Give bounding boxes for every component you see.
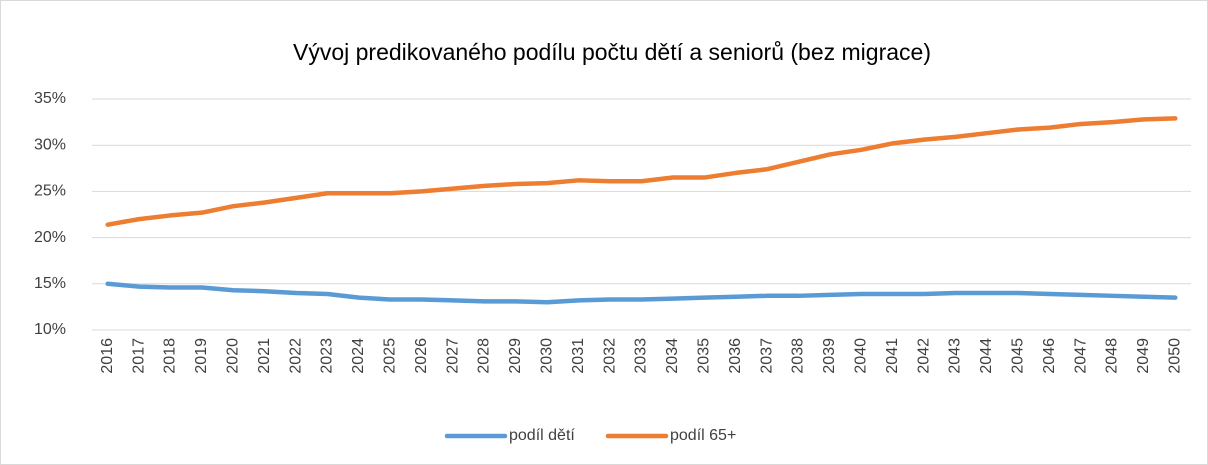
y-tick-label: 20% [34,229,66,246]
x-tick-label: 2050 [1167,338,1184,374]
legend-label: podíl 65+ [670,427,736,444]
x-tick-label: 2041 [884,338,901,374]
y-tick-label: 15% [34,275,66,292]
data-line [105,116,1178,227]
x-tick-label: 2031 [570,338,587,374]
x-tick-label: 2030 [539,338,556,374]
x-tick-label: 2037 [758,338,775,374]
data-line [105,281,1178,305]
x-tick-label: 2047 [1072,338,1089,374]
x-tick-label: 2019 [193,338,210,374]
x-tick-label: 2032 [601,338,618,374]
x-tick-label: 2017 [130,338,147,374]
x-tick-label: 2022 [287,338,304,374]
x-tick-label: 2018 [162,338,179,374]
x-tick-label: 2039 [821,338,838,374]
x-tick-label: 2024 [350,338,367,374]
x-tick-label: 2034 [664,338,681,374]
x-tick-label: 2036 [727,338,744,374]
legend-label: podíl dětí [509,427,575,444]
x-tick-label: 2049 [1135,338,1152,374]
x-tick-label: 2033 [633,338,650,374]
y-tick-label: 35% [34,90,66,107]
x-tick-label: 2021 [256,338,273,374]
y-tick-label: 10% [34,321,66,338]
x-tick-label: 2020 [225,338,242,374]
x-tick-label: 2040 [853,338,870,374]
y-tick-label: 25% [34,183,66,200]
x-tick-label: 2028 [476,338,493,374]
x-tick-label: 2023 [319,338,336,374]
x-tick-label: 2027 [444,338,461,374]
x-tick-label: 2043 [947,338,964,374]
x-tick-label: 2035 [696,338,713,374]
x-tick-label: 2048 [1104,338,1121,374]
x-tick-label: 2029 [507,338,524,374]
x-tick-label: 2038 [790,338,807,374]
x-tick-label: 2045 [1010,338,1027,374]
x-tick-label: 2044 [978,338,995,374]
y-tick-label: 30% [34,136,66,153]
x-tick-label: 2046 [1041,338,1058,374]
x-tick-label: 2026 [413,338,430,374]
x-tick-label: 2016 [99,338,116,374]
x-tick-label: 2025 [382,338,399,374]
chart-title: Vývoj predikovaného podílu počtu dětí a … [293,39,931,65]
x-tick-label: 2042 [915,338,932,374]
